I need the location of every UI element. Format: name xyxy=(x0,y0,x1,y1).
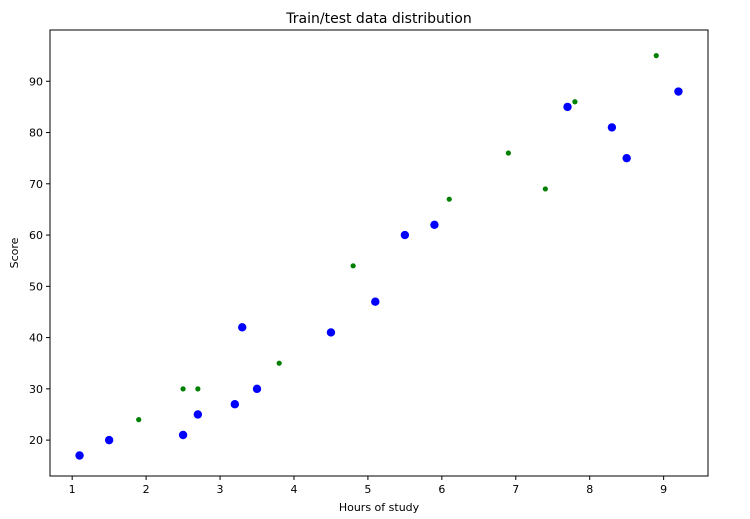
data-points xyxy=(75,53,683,460)
scatter-point xyxy=(104,435,114,445)
x-tick-label: 9 xyxy=(660,483,667,496)
scatter-point xyxy=(572,99,578,105)
scatter-point xyxy=(400,230,410,240)
scatter-point xyxy=(238,323,247,332)
scatter-point xyxy=(563,102,572,112)
chart-title: Train/test data distribution xyxy=(285,11,471,27)
y-tick-label: 20 xyxy=(29,434,43,447)
scatter-point xyxy=(622,153,631,163)
scatter-point xyxy=(505,150,511,156)
scatter-point xyxy=(252,384,262,394)
scatter-point xyxy=(195,386,201,392)
scatter-point xyxy=(75,451,84,460)
x-tick-label: 7 xyxy=(512,483,519,496)
scatter-point xyxy=(371,297,380,306)
y-tick-label: 70 xyxy=(29,178,43,191)
plot-area: 1 2 3 4 5 6 7 8 9 20 30 40 50 60 70 80 90 xyxy=(29,29,709,496)
y-tick-label: 30 xyxy=(29,383,43,396)
scatter-point xyxy=(230,400,240,409)
scatter-point xyxy=(607,123,617,132)
scatter-point xyxy=(276,360,282,366)
x-axis-label: Hours of study xyxy=(339,501,420,514)
scatter-point xyxy=(193,410,203,419)
scatter-point xyxy=(136,417,142,423)
scatter-point xyxy=(542,186,548,192)
scatter-point xyxy=(180,386,186,392)
axes-frame xyxy=(49,29,709,477)
y-axis: 20 30 40 50 60 70 80 90 xyxy=(29,75,50,447)
y-axis-label: Score xyxy=(8,237,21,268)
scatter-point xyxy=(446,196,452,202)
x-tick-label: 8 xyxy=(586,483,593,496)
x-tick-label: 2 xyxy=(143,483,150,496)
scatter-point xyxy=(653,53,659,59)
y-tick-label: 60 xyxy=(29,229,43,242)
scatter-point xyxy=(326,328,336,337)
scatter-point xyxy=(674,87,683,96)
y-tick-label: 90 xyxy=(29,75,43,88)
y-tick-label: 40 xyxy=(29,332,43,345)
x-tick-label: 3 xyxy=(217,483,224,496)
x-tick-label: 4 xyxy=(290,483,297,496)
y-tick-label: 80 xyxy=(29,127,43,140)
x-tick-label: 1 xyxy=(69,483,76,496)
scatter-point xyxy=(430,220,439,230)
scatter-point xyxy=(178,430,188,440)
x-tick-label: 5 xyxy=(364,483,371,496)
scatter-point xyxy=(350,263,356,269)
y-tick-label: 50 xyxy=(29,280,43,293)
x-axis: 1 2 3 4 5 6 7 8 9 xyxy=(69,476,667,496)
x-tick-label: 6 xyxy=(438,483,445,496)
